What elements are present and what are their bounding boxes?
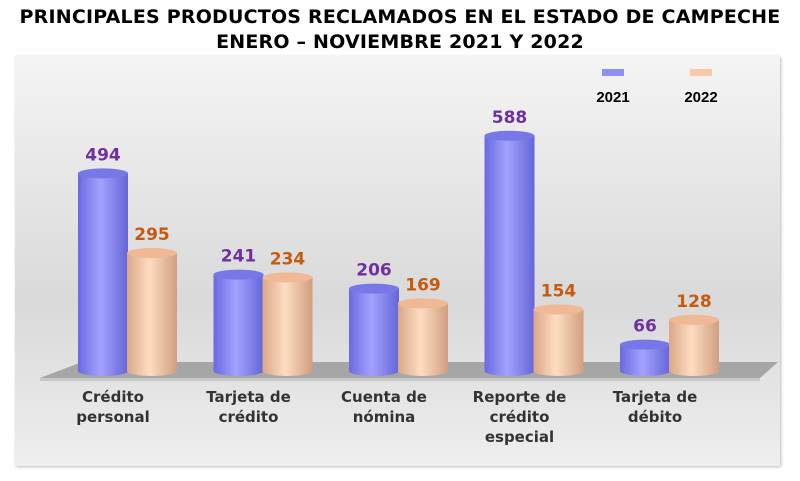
- category-label-4: Tarjeta de débito: [612, 388, 698, 426]
- data-label-2022-0: 295: [134, 225, 170, 245]
- bar-2021-0: [78, 168, 128, 376]
- bar-2022-2: [398, 298, 448, 376]
- data-label-2021-4: 66: [633, 317, 657, 337]
- bar-body: [669, 319, 719, 376]
- category-label-2: Cuenta de nómina: [341, 388, 427, 426]
- data-label-2021-3: 588: [492, 108, 528, 128]
- bar-body: [484, 135, 535, 377]
- data-label-2022-1: 234: [270, 249, 306, 269]
- legend-label-2022: 2022: [684, 89, 717, 106]
- bar-top: [213, 269, 264, 280]
- data-label-2021-1: 241: [221, 247, 257, 267]
- bar-top: [398, 298, 448, 309]
- bar-2021-3: [484, 130, 535, 377]
- bar-2022-0: [127, 248, 177, 376]
- bar-top: [484, 130, 535, 141]
- bar-body: [213, 274, 264, 377]
- bar-body: [349, 288, 399, 376]
- category-label-3: Reporte de crédito especial: [472, 388, 567, 446]
- category-label-0: Crédito personal: [76, 388, 150, 426]
- bar-2021-1: [213, 269, 264, 377]
- category-label-1: Tarjeta de crédito: [206, 388, 291, 426]
- data-label-2022-2: 169: [405, 275, 441, 295]
- data-label-2021-2: 206: [356, 261, 392, 281]
- chart-title-line2: ENERO – NOVIEMBRE 2021 Y 2022: [216, 31, 584, 53]
- data-label-2022-3: 154: [541, 281, 577, 301]
- bar-body: [620, 344, 670, 376]
- bar-top: [620, 339, 670, 350]
- bar-2022-1: [262, 272, 313, 377]
- bar-body: [262, 277, 313, 377]
- bar-top: [127, 248, 177, 258]
- bar-2022-4: [669, 314, 719, 376]
- bar-body: [398, 303, 448, 376]
- bar-2022-3: [533, 304, 584, 377]
- bar-top: [78, 168, 128, 179]
- bar-top: [533, 304, 584, 315]
- data-label-2021-0: 494: [85, 145, 121, 165]
- legend-swatch-2021: [602, 69, 624, 76]
- bar-top: [669, 314, 719, 325]
- bar-2021-2: [349, 283, 399, 376]
- chart-floor-edge: [40, 378, 760, 381]
- bar-body: [127, 253, 177, 376]
- data-label-2022-4: 128: [676, 292, 712, 312]
- legend-label-2021: 2021: [596, 89, 629, 106]
- bar-body: [533, 309, 584, 377]
- bar-2021-4: [620, 339, 670, 376]
- bar-top: [262, 272, 313, 283]
- bar-body: [78, 173, 128, 376]
- bar-top: [349, 283, 399, 294]
- legend-swatch-2022: [690, 69, 712, 76]
- chart-title-line1: PRINCIPALES PRODUCTOS RECLAMADOS EN EL E…: [19, 6, 781, 28]
